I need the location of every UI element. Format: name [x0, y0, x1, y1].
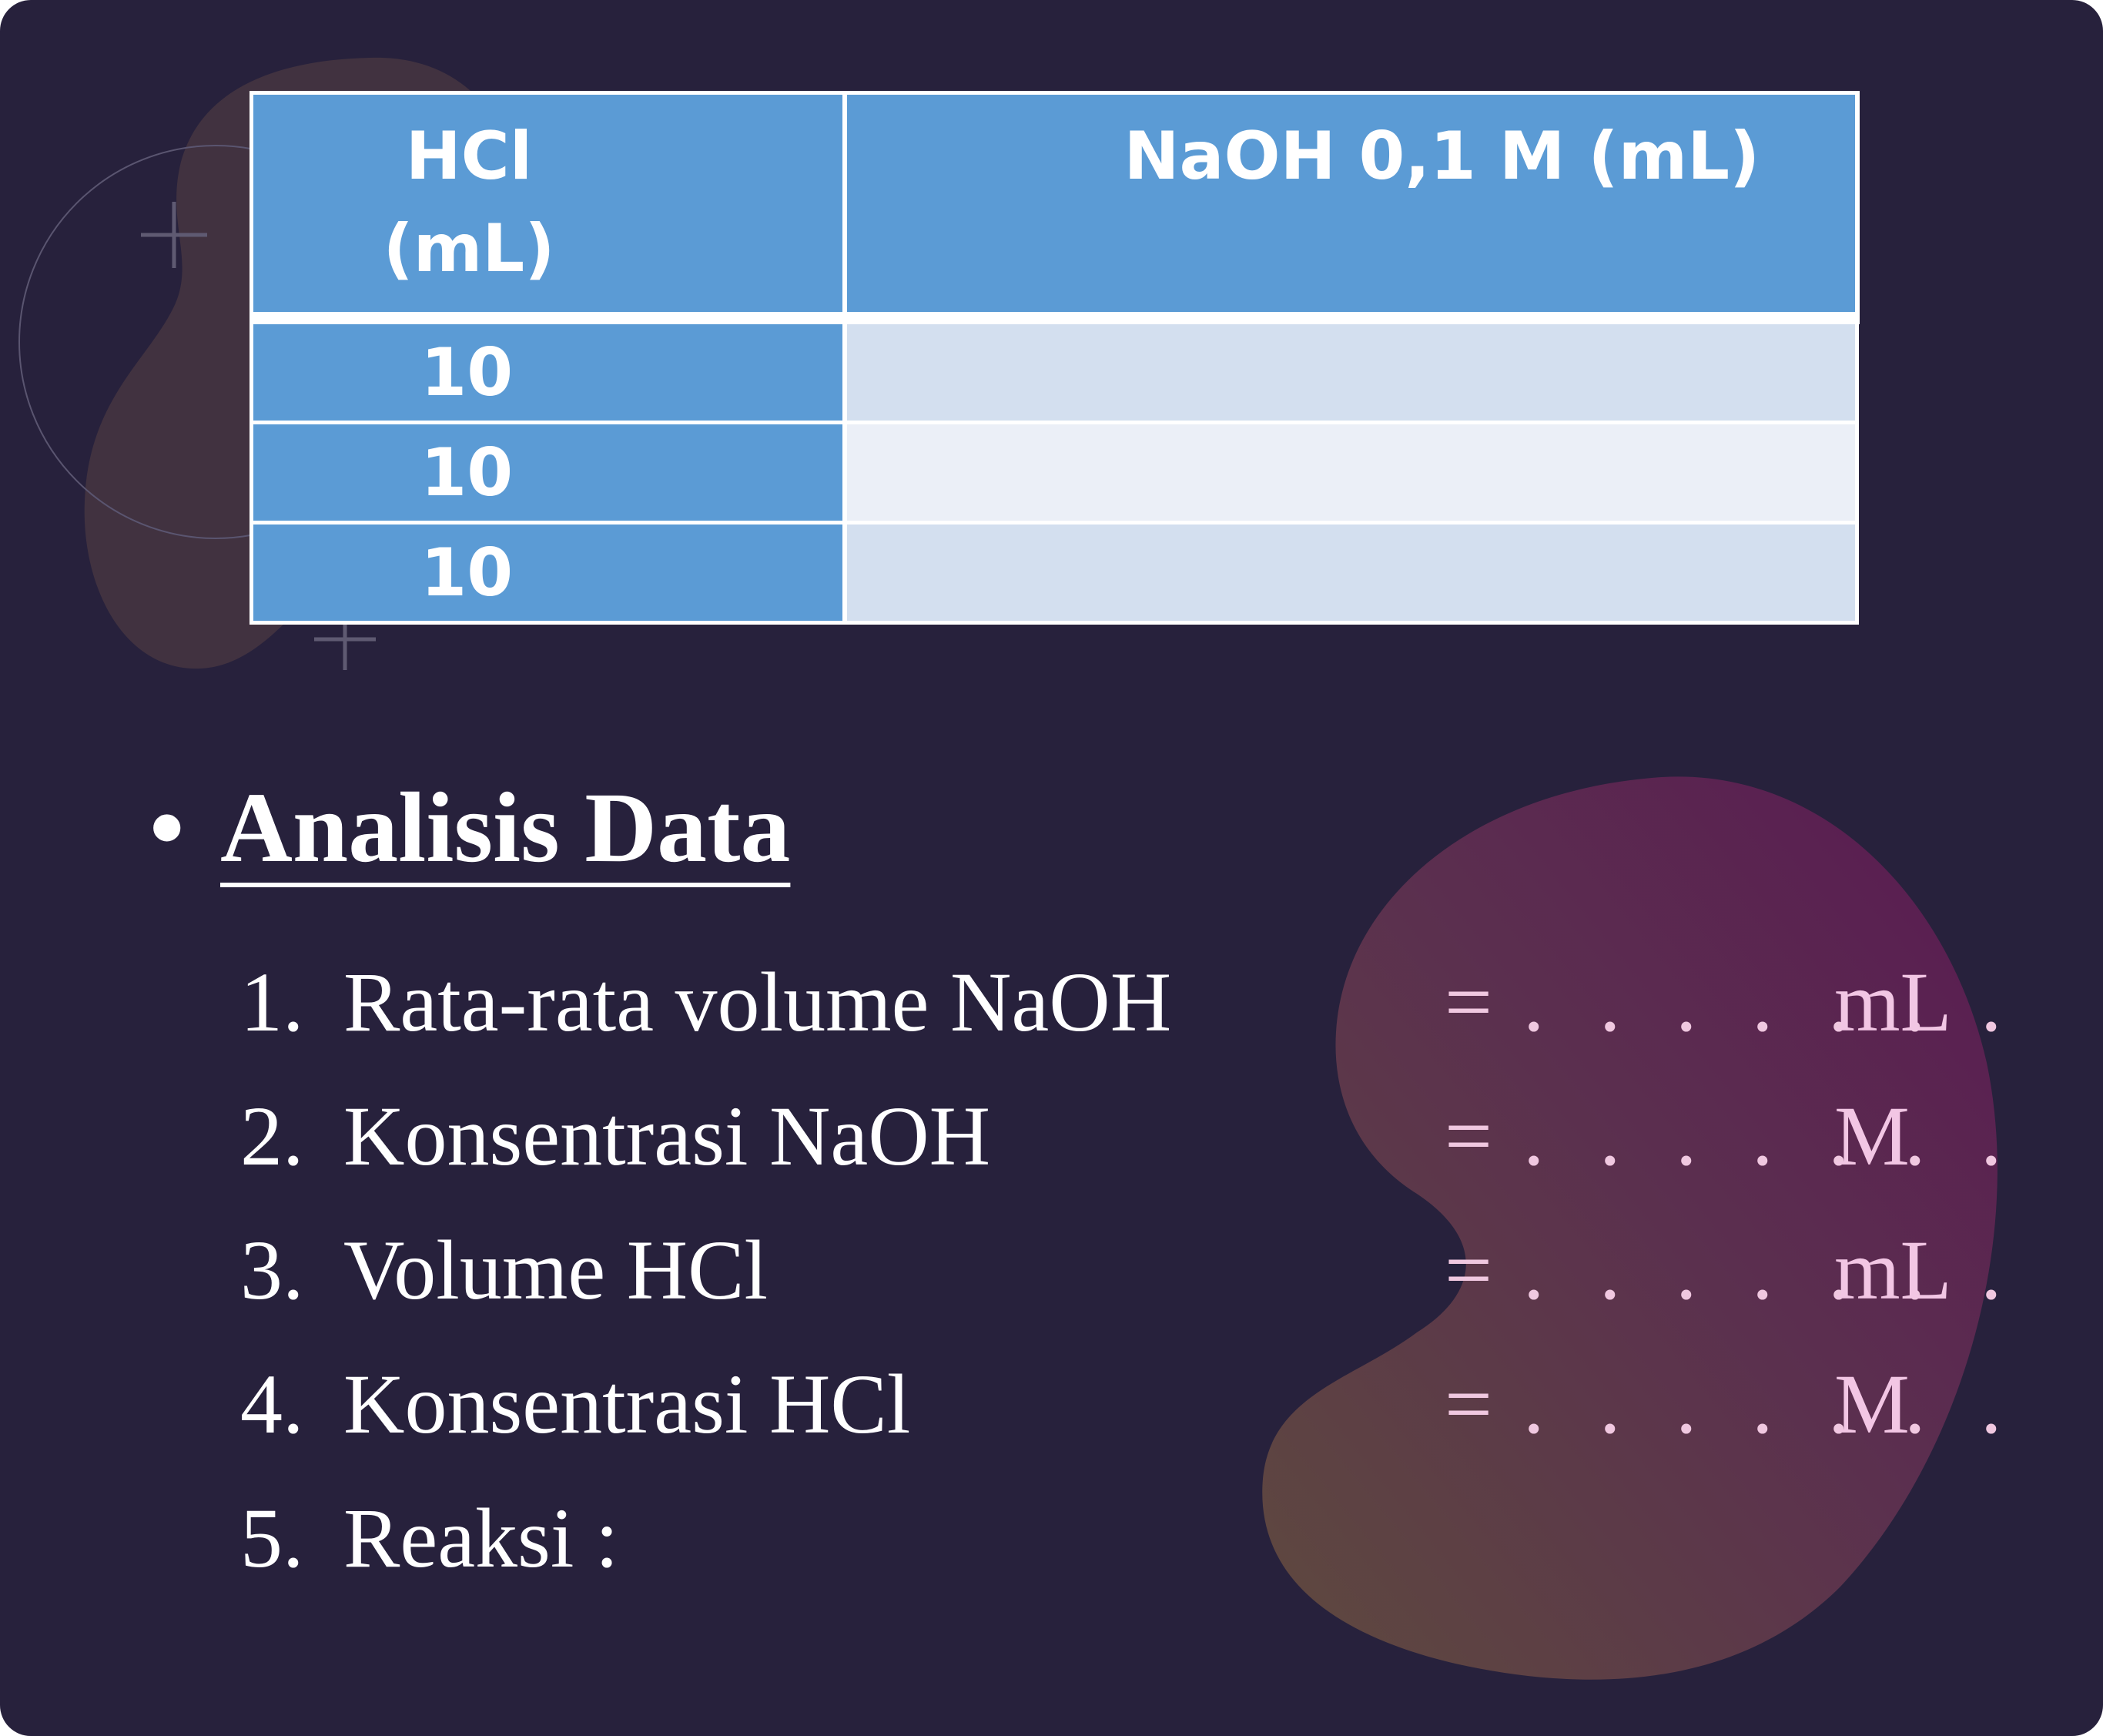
- unit-label: M: [1834, 1357, 1910, 1451]
- blob-right-gradient: [1262, 776, 1998, 1680]
- equals-sign: =: [1445, 955, 1493, 1049]
- blank-dots: . . . . . . .: [1523, 955, 2019, 1049]
- item-number: 5.: [240, 1491, 304, 1585]
- cell-hcl: 10: [251, 522, 847, 625]
- blank-dots: . . . . . . .: [1523, 1223, 2019, 1317]
- bullet: •: [149, 772, 185, 883]
- table-header-row: HCl (mL) NaOH 0,1 M (mL): [251, 92, 1860, 324]
- cell-naoh: [844, 422, 1857, 524]
- item-label: Konsentrasi HCl: [343, 1357, 911, 1451]
- cell-hcl: 10: [251, 318, 847, 424]
- cell-hcl-value: 10: [420, 534, 514, 612]
- item-label: Rata-rata volume NaOH: [343, 955, 1172, 1049]
- table-row: 10: [251, 422, 1857, 524]
- unit-label: mL: [1834, 1223, 1952, 1317]
- blank-dots: . . . . . . .: [1523, 1089, 2019, 1183]
- unit-label: M: [1834, 1089, 1910, 1183]
- cell-naoh: [844, 522, 1857, 625]
- item-label: Konsentrasi NaOH: [343, 1089, 991, 1183]
- cell-hcl-value: 10: [420, 333, 514, 411]
- plus-icon: [141, 202, 207, 268]
- equals-sign: =: [1445, 1089, 1493, 1183]
- section-heading: • Analisis Data: [149, 770, 790, 886]
- item-number: 3.: [240, 1223, 304, 1317]
- header-naoh-label: NaOH 0,1 M (mL): [1123, 118, 1760, 195]
- item-label: Volume HCl: [343, 1223, 769, 1317]
- column-header-hcl: HCl (mL): [251, 92, 847, 324]
- item-number: 2.: [240, 1089, 304, 1183]
- section-title: Analisis Data: [220, 772, 791, 883]
- cell-hcl-value: 10: [420, 434, 514, 511]
- cell-hcl: 10: [251, 422, 847, 524]
- header-hcl-line2: (mL): [383, 210, 555, 287]
- equals-sign: =: [1445, 1223, 1493, 1317]
- table-row: 10: [251, 522, 1857, 625]
- blank-dots: . . . . . . .: [1523, 1357, 2019, 1451]
- item-number: 1.: [240, 955, 304, 1049]
- equals-sign: =: [1445, 1357, 1493, 1451]
- table-row: 10: [251, 318, 1857, 424]
- cell-naoh: [844, 318, 1857, 424]
- header-hcl-line1: HCl: [405, 118, 533, 195]
- item-label: Reaksi :: [343, 1491, 619, 1585]
- column-header-naoh: NaOH 0,1 M (mL): [844, 92, 1860, 324]
- data-table: HCl (mL) NaOH 0,1 M (mL) 10 10 10: [249, 91, 1860, 625]
- unit-label: mL: [1834, 955, 1952, 1049]
- item-number: 4.: [240, 1357, 304, 1451]
